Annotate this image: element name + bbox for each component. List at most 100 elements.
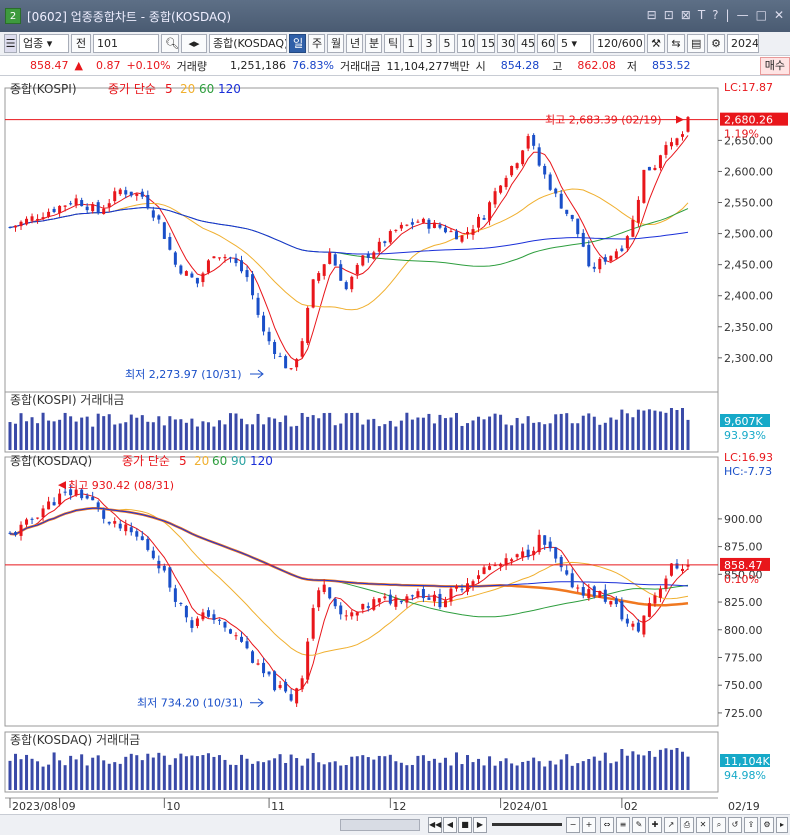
x-tick-label: 10 [166,800,180,813]
amount-bar [399,762,403,790]
candle-body [113,521,117,524]
candle-body [212,614,216,620]
amount-bar [592,416,596,450]
candle-body [267,671,271,675]
scroll-next-icon[interactable]: ▶ [473,817,487,833]
gear-icon[interactable]: ⚙ [707,34,725,53]
tab-month[interactable]: 월 [327,34,344,53]
amount-bar [190,755,194,790]
interval-15[interactable]: 15 [477,34,495,53]
export-icon[interactable]: ⇪ [744,817,758,833]
y-tick-label: 875.00 [724,541,763,554]
candle-body [488,202,492,221]
tab-year[interactable]: 년 [346,34,363,53]
amount-bar [212,756,216,790]
restore-layout-icon[interactable]: ⊡ [663,8,674,22]
amount-bar [631,417,635,450]
zoom-in-icon[interactable]: + [582,817,596,833]
interval-1[interactable]: 1 [403,34,419,53]
count-field[interactable]: 120/600 [593,34,645,53]
candle-body [438,224,442,228]
interval-60[interactable]: 60 [537,34,555,53]
zoom-slider[interactable] [492,823,562,826]
candle-body [515,554,519,558]
indicator-icon[interactable]: ⚒ [647,34,665,53]
save-icon[interactable]: ▤ [687,34,705,53]
candle-body [179,602,183,604]
candle-body [460,589,464,591]
chart-scroll-bar: ◀◀ ◀ ■ ▶ − + ⇔ ≡ ✎ ✚ ↗ ⎙ ✕ ⌕ ↺ ⇪ ⚙ ▸ [0,814,790,835]
interval-30[interactable]: 30 [497,34,515,53]
candle-body [581,587,585,596]
chart-type-icon[interactable]: ≡ [616,817,630,833]
zoom-out-icon[interactable]: − [566,817,580,833]
candle-body [554,547,558,559]
amount-bar [179,753,183,790]
candle-body [102,208,106,215]
code-input[interactable]: 101 [93,34,159,53]
search-icon[interactable]: 🔍︎ [161,34,179,53]
tab-week[interactable]: 주 [308,34,325,53]
candle-body [620,600,624,620]
chart-area[interactable]: 2,300.00 2,350.00 2,400.00 2,450.00 2,500.00… [0,76,790,814]
kospi-panel-title: 종합(KOSPI) [10,82,77,96]
scroll-track[interactable] [340,819,420,831]
market-select[interactable]: 업종 ▾ [19,34,69,53]
trend-up-icon[interactable]: ↗ [664,817,678,833]
settings-icon[interactable]: ⚙ [760,817,774,833]
minimize-icon[interactable]: — [736,8,749,22]
interval-5[interactable]: 5 [439,34,455,53]
close-icon[interactable]: ✕ [773,8,784,22]
tab-tick[interactable]: 틱 [384,34,401,53]
all-toggle-button[interactable]: 전 [71,34,91,53]
amount-bar [388,754,392,790]
maximize-icon[interactable]: □ [755,8,767,22]
text-icon[interactable]: T [697,8,706,22]
amount-bar [543,424,547,450]
print-icon[interactable]: ⎙ [680,817,694,833]
amount-bar [162,425,166,450]
interval-3[interactable]: 3 [421,34,437,53]
toolbar-menu-icon[interactable]: ☰ [4,34,17,53]
more-icon[interactable]: ▸ [776,817,788,833]
scroll-stop-icon[interactable]: ■ [458,817,472,833]
candle-body [339,264,343,281]
tab-day[interactable]: 일 [289,34,306,53]
interval-45[interactable]: 45 [517,34,535,53]
fit-icon[interactable]: ⇔ [600,817,614,833]
delete-icon[interactable]: ✕ [696,817,710,833]
crosshair-icon[interactable]: ✚ [648,817,662,833]
date-field[interactable]: 2024/ [727,34,759,53]
amount-bar [245,758,249,790]
amount-bar [460,425,464,450]
scroll-prev-icon[interactable]: ◀ [443,817,457,833]
reset-icon[interactable]: ↺ [728,817,742,833]
help-icon[interactable]: ? [712,8,719,22]
amount-bar [454,752,458,790]
amount-bar [300,765,304,790]
amount-bar [592,756,596,790]
tab-minute[interactable]: 분 [365,34,382,53]
compare-icon[interactable]: ⇆ [667,34,685,53]
amount-bar [526,760,530,790]
amount-bar [113,424,117,450]
candle-body [680,134,684,137]
candle-body [184,271,188,276]
amount-bar [8,760,12,790]
low-arrow-icon [250,698,264,708]
magnifier-icon[interactable]: ⌕ [712,817,726,833]
amount-bar [217,755,221,790]
layout-icon[interactable]: ⊟ [646,8,657,22]
prev-next-icon[interactable]: ◂▸ [181,34,207,53]
amount-bar [438,762,442,790]
buy-button[interactable]: 매수 [759,57,790,75]
window-controls: ⊟ ⊡ ⊠ T ? | — □ ✕ [647,8,784,22]
interval-10[interactable]: 10 [457,34,475,53]
draw-icon[interactable]: ✎ [632,817,646,833]
amount-bar [85,416,89,450]
scroll-first-icon[interactable]: ◀◀ [428,817,442,833]
interval-select[interactable]: 5 ▾ [557,34,591,53]
candle-body [41,217,45,220]
candle-body [80,200,84,207]
save-layout-icon[interactable]: ⊠ [680,8,691,22]
